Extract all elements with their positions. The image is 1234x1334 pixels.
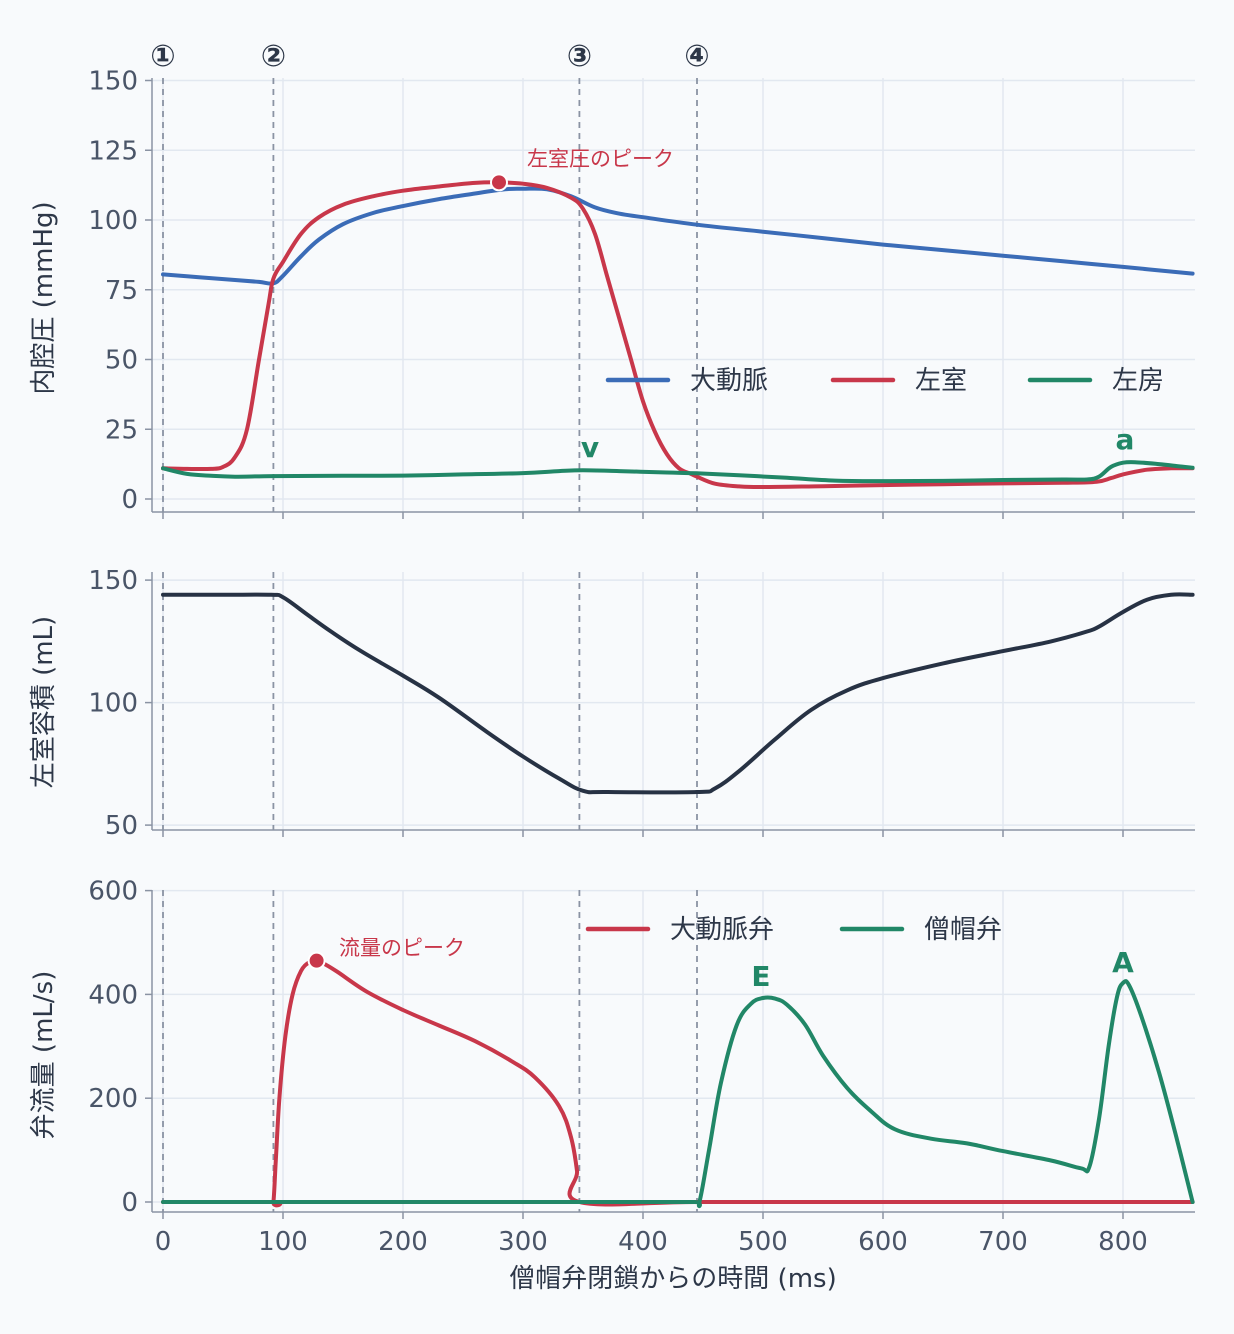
volume-ytick-label: 150 [88,566,138,596]
pressure-ylabel: 内腔圧 (mmHg) [29,201,59,394]
x-tick-label: 200 [378,1227,428,1257]
pressure-legend-label: 大動脈 [690,366,768,396]
volume-ytick-label: 50 [105,811,138,841]
x-tick-label: 300 [498,1227,548,1257]
x-tick-label: 400 [618,1227,668,1257]
flow-peak-dot [307,951,326,970]
x-axis-label: 僧帽弁閉鎖からの時間 (ms) [509,1264,836,1294]
flow-ylabel: 弁流量 (mL/s) [29,971,59,1140]
pressure-legend-label: 左室 [915,366,967,396]
pressure-ytick-label: 50 [105,346,138,376]
lv-peak-annotation: 左室圧のピーク [527,147,674,171]
flow-legend-label: 僧帽弁 [924,915,1002,945]
series-layer [161,180,1195,1209]
text-layer: 0 25 50 75 100 125 150 50 100 150 0 200 400 600 0 100 20… [88,39,1164,1257]
flow-legend-label: 大動脈弁 [670,915,774,945]
lv-peak-dot [490,173,508,192]
x-tick-label: 500 [738,1227,788,1257]
v-wave-label: v [581,431,599,464]
flow-peak-annotation: 流量のピーク [339,936,465,960]
event-marker-label: ② [261,39,286,74]
pressure-ytick-label: 150 [88,67,138,97]
flow-ytick-label: 200 [88,1084,138,1114]
x-tick-label: 100 [258,1227,308,1257]
flow-ytick-label: 600 [88,877,138,907]
volume-ytick-label: 100 [88,689,138,719]
event-marker-label: ④ [684,39,709,74]
pressure-ytick-label: 125 [88,136,138,166]
flow-series-line [161,979,1195,1209]
a-peak-label: A [1112,946,1134,979]
pressure-legend-label: 左房 [1112,366,1164,396]
x-tick-label: 800 [1098,1227,1148,1257]
x-tick-label: 700 [978,1227,1028,1257]
event-marker-layer [162,78,698,1212]
pressure-series-line [161,460,1195,484]
flow-series-line [161,958,1195,1208]
pressure-ytick-label: 0 [121,485,138,515]
volume-ylabel: 左室容積 (mL) [29,616,59,788]
event-marker-label: ① [150,39,175,74]
event-marker-label: ③ [567,39,592,74]
x-tick-label: 0 [155,1227,172,1257]
volume-series-line [161,592,1195,795]
x-tick-label: 600 [858,1227,908,1257]
flow-ytick-label: 0 [121,1188,138,1218]
a-wave-label: a [1116,423,1135,456]
pressure-series-line [161,186,1195,286]
pressure-ytick-label: 25 [105,415,138,445]
e-wave-label: E [751,960,770,993]
pressure-ytick-label: 100 [88,206,138,236]
flow-ytick-label: 400 [88,980,138,1010]
pressure-ytick-label: 75 [105,276,138,306]
axes-layer [145,78,1195,1219]
pressure-series-line [161,180,1195,490]
